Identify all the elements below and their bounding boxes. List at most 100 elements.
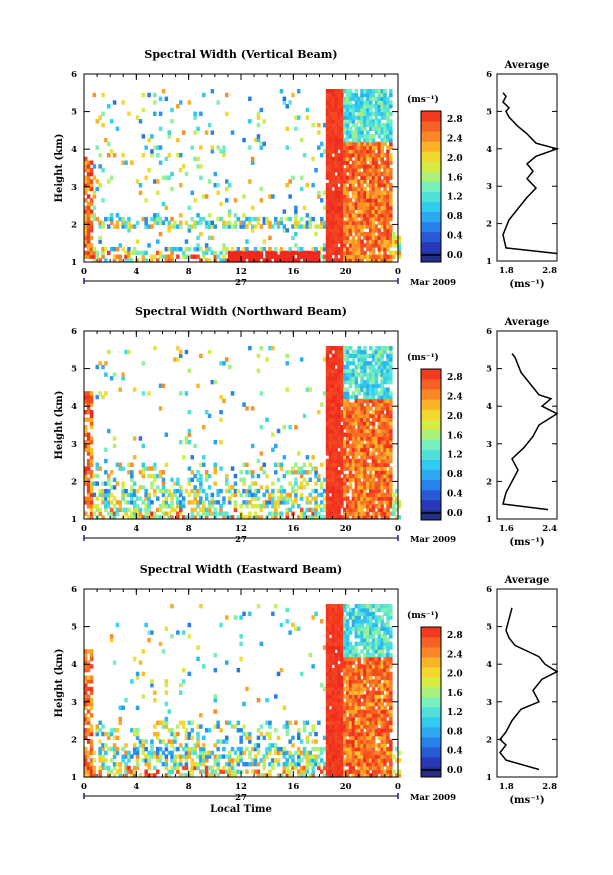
heatmap-cell — [147, 168, 151, 173]
heatmap-cell — [334, 750, 338, 756]
heatmap-cell — [351, 705, 356, 710]
heatmap-cell — [354, 198, 359, 203]
heatmap-cell — [297, 451, 301, 456]
heatmap-cell — [345, 746, 350, 752]
heatmap-cell — [386, 496, 390, 501]
heatmap-cell — [337, 145, 341, 150]
heatmap-cell — [135, 754, 140, 759]
heatmap-cell — [265, 216, 269, 222]
heatmap-cell — [132, 731, 137, 737]
heatmap-cell — [86, 481, 91, 486]
heatmap-cell — [167, 769, 171, 774]
heatmap-cell — [386, 376, 390, 381]
heatmap-cell — [380, 361, 384, 366]
heatmap-cell — [328, 394, 333, 400]
heatmap-cell — [369, 391, 373, 396]
heatmap-cell — [242, 724, 246, 729]
heatmap-cell — [230, 466, 235, 471]
heatmap-cell — [386, 432, 390, 437]
heatmap-cell — [89, 750, 94, 756]
heatmap-cell — [282, 705, 287, 710]
heatmap-cell — [340, 119, 344, 124]
heatmap-cell — [371, 451, 376, 456]
heatmap-cell — [337, 504, 341, 509]
heatmap-cell — [340, 762, 344, 767]
heatmap-cell — [389, 402, 393, 407]
heatmap-cell — [271, 765, 275, 771]
heatmap-cell — [161, 720, 166, 725]
heatmap-cell — [369, 773, 373, 778]
heatmap-cell — [317, 720, 321, 725]
heatmap-cell — [337, 619, 341, 624]
heatmap-cell — [207, 750, 212, 756]
heatmap-cell — [282, 496, 287, 501]
heatmap-cell — [196, 213, 200, 218]
heatmap-cell — [386, 96, 390, 101]
heatmap-cell — [357, 679, 361, 684]
heatmap-cell — [374, 346, 379, 351]
average-x-tick-label: 2.8 — [542, 266, 557, 276]
heatmap-cell — [222, 515, 226, 520]
heatmap-cell — [331, 604, 335, 609]
heatmap-cell — [343, 488, 347, 494]
heatmap-cell — [389, 413, 393, 419]
heatmap-cell — [288, 769, 292, 774]
heatmap-cell — [297, 735, 301, 740]
heatmap-cell — [363, 720, 367, 725]
colorbar-segment — [421, 251, 441, 263]
heatmap-cell — [354, 515, 359, 520]
heatmap-cell — [141, 515, 146, 520]
heatmap-cell — [337, 716, 341, 722]
heatmap-cell — [153, 488, 157, 494]
heatmap-cell — [337, 694, 341, 699]
heatmap-cell — [386, 361, 390, 366]
heatmap-cell — [271, 492, 275, 498]
heatmap-cell — [144, 258, 148, 263]
heatmap-cell — [357, 145, 361, 150]
heatmap-cell — [369, 372, 373, 377]
heatmap-cell — [380, 436, 384, 441]
heatmap-cell — [331, 137, 335, 143]
heatmap-cell — [325, 243, 330, 248]
heatmap-cell — [366, 690, 370, 695]
heatmap-cell — [325, 122, 330, 128]
heatmap-cell — [380, 122, 384, 128]
heatmap-cell — [187, 754, 192, 759]
heatmap-cell — [331, 758, 335, 763]
heatmap-cell — [389, 160, 393, 165]
heatmap-cell — [360, 126, 364, 131]
colorbar-segment — [421, 379, 441, 390]
heatmap-cell — [164, 720, 169, 725]
heatmap-cell — [360, 353, 364, 358]
heatmap-cell — [233, 750, 238, 756]
heatmap-cell — [294, 220, 298, 225]
heatmap-cell — [351, 235, 356, 241]
heatmap-cell — [366, 716, 370, 722]
heatmap-cell — [383, 205, 387, 210]
heatmap-cell — [348, 216, 353, 222]
heatmap-cell — [369, 496, 373, 501]
heatmap-cell — [141, 500, 146, 505]
heatmap-cell — [377, 488, 382, 494]
heatmap-cell — [230, 769, 235, 774]
heatmap-cell — [345, 153, 350, 158]
heatmap-cell — [340, 728, 344, 733]
heatmap-cell — [210, 89, 215, 94]
heatmap-cell — [369, 675, 373, 680]
heatmap-cell — [386, 137, 390, 143]
heatmap-cell — [325, 417, 330, 422]
heatmap-cell — [89, 488, 94, 494]
heatmap-cell — [357, 626, 361, 631]
heatmap-cell — [345, 622, 350, 628]
heatmap-cell — [213, 171, 217, 177]
heatmap-cell — [294, 250, 298, 256]
heatmap-cell — [265, 220, 269, 225]
heatmap-cell — [109, 507, 114, 513]
heatmap-cell — [337, 664, 341, 669]
heatmap-cell — [345, 694, 350, 699]
heatmap-cell — [340, 698, 344, 703]
heatmap-cell — [357, 496, 361, 501]
heatmap-cell — [305, 107, 310, 113]
heatmap-cell — [360, 458, 364, 464]
heatmap-cell — [351, 379, 356, 385]
